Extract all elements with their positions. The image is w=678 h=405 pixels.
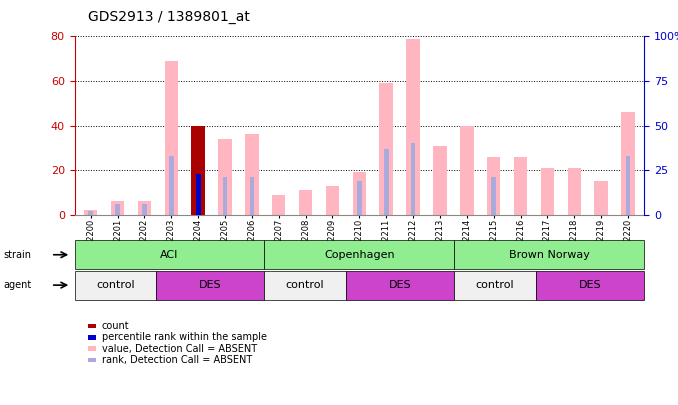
Text: control: control bbox=[286, 280, 324, 290]
Text: DES: DES bbox=[578, 280, 601, 290]
Bar bbox=[380, 83, 393, 215]
Bar bbox=[250, 177, 254, 215]
Bar bbox=[540, 168, 554, 215]
Text: Brown Norway: Brown Norway bbox=[508, 250, 590, 260]
Bar bbox=[169, 156, 174, 215]
Bar bbox=[487, 157, 500, 215]
Bar bbox=[621, 112, 635, 215]
Text: value, Detection Call = ABSENT: value, Detection Call = ABSENT bbox=[102, 344, 257, 354]
Bar bbox=[357, 181, 361, 215]
Bar bbox=[626, 156, 631, 215]
Text: DES: DES bbox=[388, 280, 412, 290]
Text: percentile rank within the sample: percentile rank within the sample bbox=[102, 333, 266, 342]
Bar bbox=[514, 157, 527, 215]
Bar bbox=[245, 134, 258, 215]
Bar bbox=[218, 139, 232, 215]
Text: control: control bbox=[476, 280, 514, 290]
Bar bbox=[222, 177, 227, 215]
Text: rank, Detection Call = ABSENT: rank, Detection Call = ABSENT bbox=[102, 355, 252, 365]
Bar bbox=[406, 39, 420, 215]
Text: ACI: ACI bbox=[160, 250, 179, 260]
Bar bbox=[353, 173, 366, 215]
Bar bbox=[272, 195, 285, 215]
Text: Copenhagen: Copenhagen bbox=[324, 250, 395, 260]
Bar bbox=[595, 181, 608, 215]
Text: DES: DES bbox=[199, 280, 222, 290]
Text: GDS2913 / 1389801_at: GDS2913 / 1389801_at bbox=[88, 10, 250, 24]
Bar bbox=[384, 149, 388, 215]
Bar bbox=[191, 126, 205, 215]
Text: control: control bbox=[96, 280, 134, 290]
Bar bbox=[325, 185, 339, 215]
Bar bbox=[165, 61, 178, 215]
Bar bbox=[567, 168, 581, 215]
Bar bbox=[115, 204, 120, 215]
Bar bbox=[88, 211, 93, 215]
Bar bbox=[433, 146, 447, 215]
Bar bbox=[196, 174, 201, 215]
Bar bbox=[138, 201, 151, 215]
Bar bbox=[411, 143, 416, 215]
Bar bbox=[142, 204, 146, 215]
Text: agent: agent bbox=[3, 280, 32, 290]
Bar bbox=[460, 126, 473, 215]
Bar bbox=[299, 190, 313, 215]
Bar bbox=[84, 210, 98, 215]
Text: count: count bbox=[102, 321, 129, 331]
Bar bbox=[492, 177, 496, 215]
Text: strain: strain bbox=[3, 250, 31, 260]
Bar bbox=[111, 201, 124, 215]
